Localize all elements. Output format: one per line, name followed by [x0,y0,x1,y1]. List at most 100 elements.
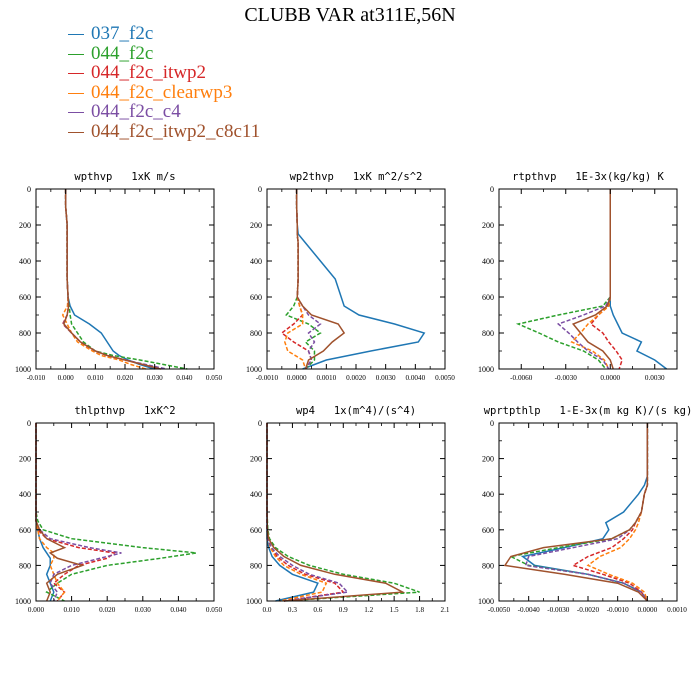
plot-frame [35,188,215,370]
y-tick-label: 0 [490,419,494,428]
x-tick-label: 0.6 [313,606,322,614]
y-tick-label: 600 [250,526,262,535]
y-tick-label: 400 [250,257,262,266]
series-line [515,189,611,370]
x-tick-label: 0.0010 [667,606,687,614]
x-tick-label: 0.0000 [600,374,620,382]
x-tick-label: 0.0 [263,606,272,614]
x-tick-label: 0.020 [99,606,116,614]
series-line [35,423,85,602]
y-tick-label: 600 [250,293,262,302]
series-line [35,423,66,602]
legend-label: 044_f2c_c4 [91,101,181,122]
x-tick-label: 0.0030 [645,374,665,382]
y-tick-label: 200 [482,455,494,464]
y-tick-label: 1000 [478,597,494,606]
y-tick-label: 600 [482,526,494,535]
x-tick-label: -0.0010 [256,374,279,382]
x-tick-label: 1.2 [364,606,373,614]
x-tick-label: 0.0010 [316,374,336,382]
series-line [295,189,322,370]
legend-item: 044_f2c [66,42,260,64]
y-tick-label: 800 [250,329,262,338]
x-tick-label: 0.000 [28,606,45,614]
x-tick-label: -0.0030 [547,606,570,614]
series-line [63,189,161,370]
series-line [520,423,649,602]
x-tick-label: 0.0040 [405,374,425,382]
y-tick-label: 200 [250,455,262,464]
legend-item: 037_f2c [66,24,260,44]
panel-title: thlpthvp 1xK^2 [74,405,175,417]
legend: 037_f2c 044_f2c 044_f2c_itwp2 044_f2c_clear… [66,24,260,141]
panel-title: rtpthvp 1E-3x(kg/kg) K [512,171,664,183]
series-line [571,189,614,370]
y-tick-label: 400 [19,257,31,266]
x-tick-label: 0.9 [339,606,348,614]
y-tick-label: 200 [19,455,31,464]
x-tick-label: -0.0050 [488,606,511,614]
legend-label: 044_f2c [91,42,154,64]
y-tick-label: 400 [482,257,494,266]
series-line [556,189,611,370]
x-tick-label: 0.010 [64,606,81,614]
x-tick-label: 0.030 [135,606,152,614]
series-line [266,423,345,602]
x-tick-label: 0.050 [206,374,223,382]
legend-label: 044_f2c_itwp2 [91,62,207,83]
x-tick-label: 0.0030 [376,374,396,382]
y-tick-label: 800 [250,561,262,570]
legend-swatch [68,112,84,114]
panel-title: wp2thvp 1xK m^2/s^2 [290,171,423,183]
y-tick-label: 400 [482,490,494,499]
y-tick-label: 400 [19,490,31,499]
y-tick-label: 200 [482,221,494,230]
y-tick-label: 1000 [246,365,262,374]
legend-label: 044_f2c_clearwp3 [91,81,233,103]
x-tick-label: 0.020 [117,374,134,382]
y-tick-label: 600 [19,293,31,302]
series-line [284,189,307,370]
y-tick-label: 800 [19,329,31,338]
y-tick-label: 400 [250,490,262,499]
series-line [295,189,426,370]
x-tick-label: 1.5 [390,606,399,614]
x-tick-label: -0.0040 [518,606,541,614]
chart-panel: wp2thvp 1xK m^2/s^2 0 200 400 600 800 1000-0.0… [246,171,455,382]
y-tick-label: 0 [490,185,494,194]
series-line [571,423,649,602]
x-tick-label: -0.0030 [555,374,578,382]
series-line [64,189,188,370]
x-tick-label: 0.0000 [637,606,657,614]
panel-title: wpthvp 1xK m/s [74,171,175,183]
y-tick-label: 800 [482,329,494,338]
x-tick-label: 0.0000 [287,374,307,382]
plot-frame [35,422,215,602]
x-tick-label: 1.8 [415,606,424,614]
chart-panel: wpthvp 1xK m/s 0 200 400 600 800 1000-0.010 0.0… [15,171,222,382]
legend-label: 037_f2c [91,23,154,44]
series-line [508,423,649,602]
x-tick-label: -0.0060 [510,374,533,382]
legend-item: 044_f2c_itwp2 [66,63,260,83]
y-tick-label: 0 [258,185,262,194]
series-line [266,423,328,602]
x-tick-label: 0.0020 [346,374,366,382]
legend-item: 044_f2c_itwp2_c8c11 [66,121,260,142]
series-line [266,423,350,602]
legend-item: 044_f2c_c4 [66,102,260,122]
x-tick-label: 0.030 [147,374,164,382]
panel-title: wp4 1x(m^4)/(s^4) [296,405,416,417]
y-tick-label: 200 [250,221,262,230]
chart-panel: rtpthvp 1E-3x(kg/kg) K 0 200 400 600 800 1000 -… [478,171,678,382]
series-line [35,423,117,602]
series-line [266,423,420,602]
y-tick-label: 200 [19,221,31,230]
y-tick-label: 1000 [15,597,31,606]
x-tick-label: 0.050 [206,606,223,614]
x-tick-label: -0.0020 [577,606,600,614]
x-tick-label: -0.0010 [607,606,630,614]
legend-item: 044_f2c_clearwp3 [66,81,260,103]
